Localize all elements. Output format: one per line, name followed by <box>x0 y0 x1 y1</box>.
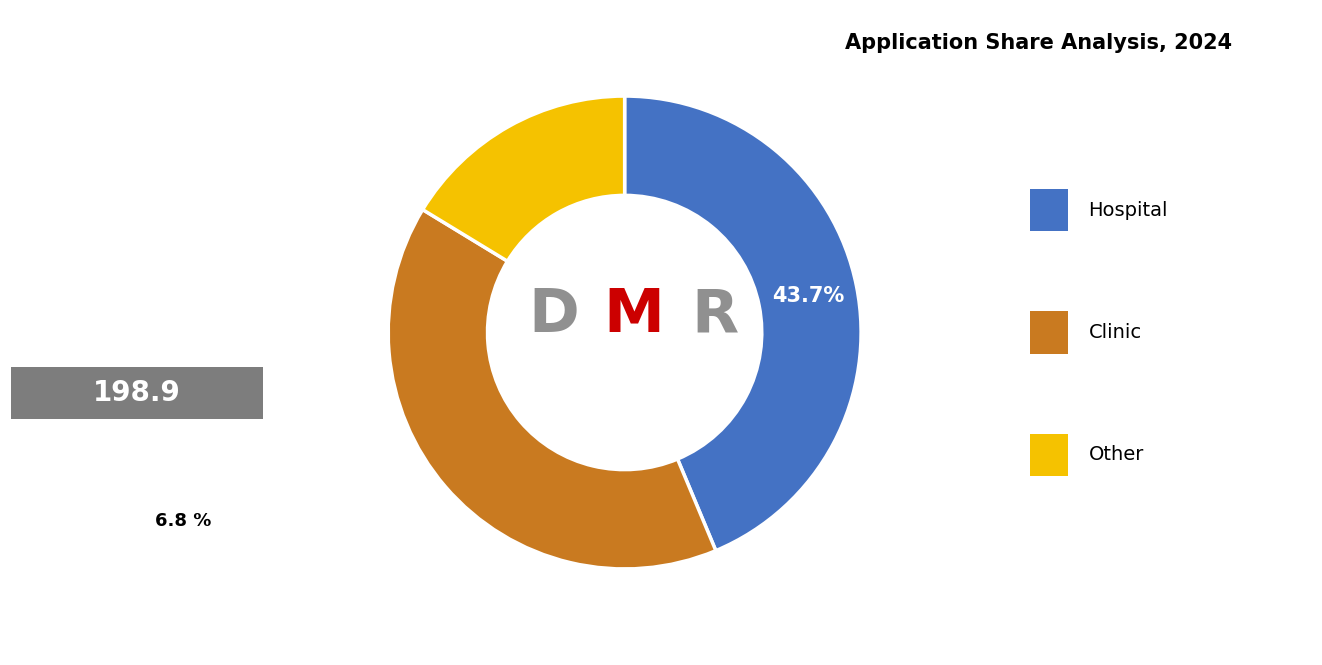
Text: Market: Market <box>74 126 200 157</box>
Text: Application Share Analysis, 2024: Application Share Analysis, 2024 <box>845 33 1232 53</box>
FancyBboxPatch shape <box>126 496 241 547</box>
Text: Hospital: Hospital <box>1088 201 1169 219</box>
Wedge shape <box>423 96 625 261</box>
Text: 6.8 %: 6.8 % <box>155 512 212 531</box>
Text: CAGR
2024-2033: CAGR 2024-2033 <box>40 503 123 534</box>
Wedge shape <box>624 96 861 551</box>
Circle shape <box>488 196 761 469</box>
Text: 198.9: 198.9 <box>93 379 181 407</box>
Text: 43.7%: 43.7% <box>772 286 843 306</box>
Text: R: R <box>691 287 738 345</box>
FancyBboxPatch shape <box>1030 189 1068 231</box>
Text: D: D <box>529 287 579 345</box>
Text: Other: Other <box>1088 446 1144 464</box>
Wedge shape <box>389 209 715 569</box>
FancyBboxPatch shape <box>11 367 263 419</box>
Text: Clinic: Clinic <box>1088 323 1142 342</box>
Text: Research: Research <box>58 185 215 215</box>
Text: Global Sponge
Counting System
Market Size
(USD Million), 2024: Global Sponge Counting System Market Siz… <box>57 263 217 342</box>
Text: M: M <box>604 287 665 345</box>
FancyBboxPatch shape <box>1030 311 1068 354</box>
FancyBboxPatch shape <box>1030 434 1068 476</box>
Text: Dimension: Dimension <box>45 68 229 98</box>
